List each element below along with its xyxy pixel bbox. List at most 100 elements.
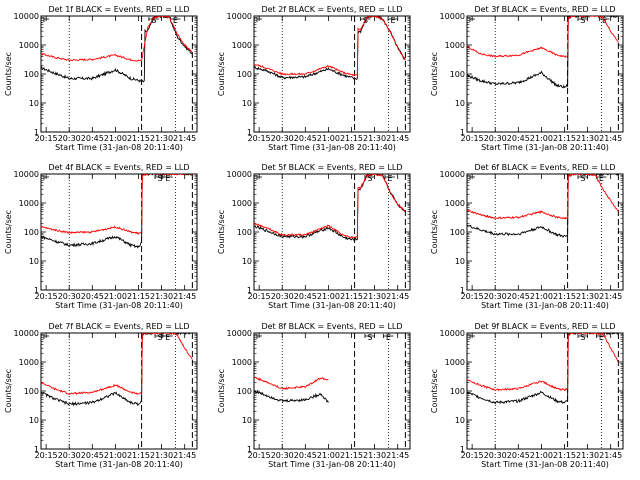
x-axis-label: Start Time (31-Jan-08 20:11:40) [268,460,396,469]
y-tick-label: 100 [237,387,252,396]
chart-title: Det 1f BLACK = Events, RED = LLD [48,5,189,14]
chart-panel-1: Det 1f BLACK = Events, RED = LLD 1 10 100 10… [4,5,198,152]
chart-panel-5: Det 5f BLACK = Events, RED = LLD 1 10 100 10… [217,163,411,310]
y-tick-label: 1 [34,445,39,454]
x-tick-label: 21:00 [317,451,340,460]
x-tick-label: 21:45 [173,451,196,460]
marker-label: E [387,174,392,183]
series-events-line [467,333,619,405]
plot-frame [253,332,411,450]
x-axis-label: Start Time (31-Jan-08 20:11:40) [55,301,183,310]
y-axis-label: Counts/sec [430,210,439,254]
marker-label: S [580,174,585,183]
marker-label: S [580,16,585,25]
plot-frame [253,15,411,133]
y-tick-label: 10000 [440,170,465,179]
x-tick-label: 21:45 [173,292,196,301]
x-tick-label: 20:15 [248,292,271,301]
plot-frame [466,332,624,450]
chart-panel-6: Det 6f BLACK = Events, RED = LLD 1 10 100 10… [430,163,624,310]
x-tick-label: 20:30 [58,134,81,143]
x-tick-label: 21:30 [150,134,173,143]
x-axis-label: Start Time (31-Jan-08 20:11:40) [481,301,609,310]
y-axis-label: Counts/sec [430,52,439,96]
y-tick-label: 100 [24,228,39,237]
series-lld-line [254,174,406,239]
chart-title: Det 4f BLACK = Events, RED = LLD [48,163,189,172]
marker-label: S [158,174,163,183]
marker-label: E [173,16,178,25]
chart-title: Det 9f BLACK = Events, RED = LLD [474,322,615,331]
chart-title: Det 3f BLACK = Events, RED = LLD [474,5,615,14]
x-tick-label: 21:15 [127,134,150,143]
x-tick-label: 20:45 [294,451,317,460]
x-tick-label: 20:30 [271,292,294,301]
marker-label: S [367,174,372,183]
series-events-line [41,16,193,83]
x-tick-label: 21:30 [576,292,599,301]
x-tick-label: 21:00 [317,292,340,301]
y-tick-label: 10 [455,99,465,108]
series-events-line [467,174,619,238]
x-tick-label: 20:45 [507,134,530,143]
x-tick-label: 21:15 [553,292,576,301]
y-tick-label: 10 [29,257,39,266]
x-tick-label: 20:30 [484,134,507,143]
x-tick-label: 21:30 [576,134,599,143]
y-tick-label: 1000 [19,199,39,208]
y-tick-label: 10 [29,416,39,425]
chart-title: Det 7f BLACK = Events, RED = LLD [48,322,189,331]
series-lld-line [467,174,619,220]
y-tick-label: 1 [247,128,252,137]
x-tick-label: 20:45 [294,292,317,301]
x-tick-label: 20:30 [484,451,507,460]
x-tick-label: 20:30 [58,292,81,301]
series-lld-line [254,16,406,77]
marker-label: E [165,333,170,342]
x-tick-label: 20:45 [507,292,530,301]
x-tick-label: 20:30 [271,134,294,143]
series-events-line [41,333,193,407]
series-events-line [254,16,406,81]
y-tick-label: 1 [460,286,465,295]
series-lld-line [41,16,193,62]
y-axis-label: Counts/sec [4,369,13,413]
marker-label: E [599,333,604,342]
y-tick-label: 1000 [232,199,252,208]
y-tick-label: 1000 [445,358,465,367]
x-tick-label: 21:00 [104,451,127,460]
x-tick-label: 20:15 [35,292,58,301]
x-tick-label: 20:30 [484,292,507,301]
y-tick-label: 1 [460,128,465,137]
plot-frame [40,15,198,133]
x-axis-label: Start Time (31-Jan-08 20:11:40) [481,143,609,152]
marker-label: E [165,174,170,183]
x-tick-label: 20:15 [35,134,58,143]
x-tick-label: 21:45 [386,451,409,460]
x-axis-label: Start Time (31-Jan-08 20:11:40) [268,301,396,310]
y-tick-label: 10000 [227,12,252,21]
y-axis-label: Counts/sec [217,369,226,413]
plot-frame [466,15,624,133]
marker-label: E [599,174,604,183]
y-tick-label: 100 [450,387,465,396]
series-events-line [467,16,619,89]
series-events-line [254,174,406,242]
x-tick-label: 21:45 [386,292,409,301]
x-tick-label: 21:30 [150,451,173,460]
y-tick-label: 1000 [19,41,39,50]
x-tick-label: 20:30 [271,451,294,460]
series-lld-line [467,16,619,58]
marker-label: S [580,333,585,342]
x-axis-label: Start Time (31-Jan-08 20:11:40) [268,143,396,152]
x-axis-label: Start Time (31-Jan-08 20:11:40) [481,460,609,469]
x-tick-label: 21:30 [363,451,386,460]
x-tick-label: 20:15 [461,134,484,143]
x-tick-label: 20:45 [81,292,104,301]
y-tick-label: 10 [242,257,252,266]
x-tick-label: 21:00 [317,134,340,143]
x-tick-label: 21:15 [553,451,576,460]
marker-label: S [367,333,372,342]
x-tick-label: 21:15 [553,134,576,143]
